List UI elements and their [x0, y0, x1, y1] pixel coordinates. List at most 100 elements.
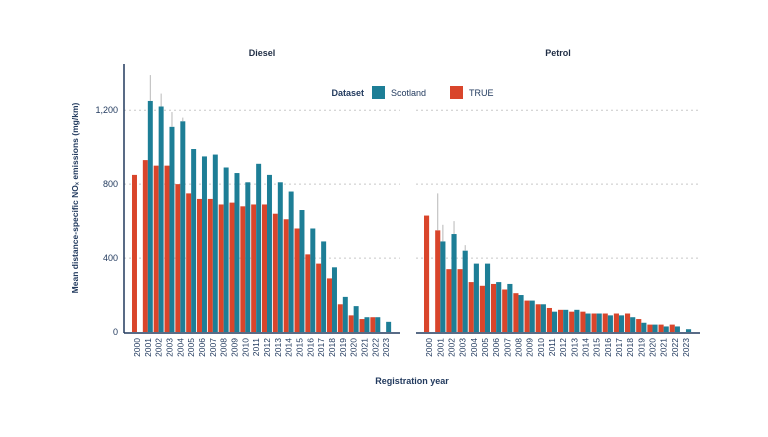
legend-swatch-scotland	[372, 86, 385, 99]
bar-true	[305, 254, 311, 332]
bar-true	[602, 313, 608, 332]
bar-true	[175, 184, 181, 332]
bar-true	[658, 324, 664, 332]
x-tick-label: 2012	[262, 338, 272, 357]
bar-scotland	[331, 267, 337, 332]
x-tick-label: 2006	[491, 338, 501, 357]
bar-true	[207, 198, 213, 332]
x-tick-label: 2002	[154, 338, 164, 357]
bar-true	[132, 174, 137, 332]
bar-scotland	[451, 234, 457, 332]
x-tick-label: 2018	[625, 338, 635, 357]
bar-true	[636, 319, 642, 332]
x-tick-label: 2023	[381, 338, 391, 357]
x-tick-label: 2004	[469, 338, 479, 357]
bar-scotland	[540, 304, 546, 332]
x-tick-label: 2001	[435, 338, 445, 357]
bar-scotland	[342, 296, 348, 332]
panel-title: Petrol	[545, 48, 571, 58]
x-tick-label: 2005	[480, 338, 490, 357]
y-axis-title: Mean distance-specific NOₓ emissions (mg…	[70, 103, 80, 294]
bar-scotland	[674, 326, 680, 332]
bar-scotland	[685, 329, 692, 332]
legend-swatch-true	[450, 86, 463, 99]
x-tick-label: 2011	[251, 338, 261, 357]
x-tick-label: 2007	[502, 338, 512, 357]
x-tick-label: 2006	[197, 338, 207, 357]
bar-scotland	[551, 311, 558, 332]
bar-scotland	[321, 241, 327, 332]
bar-scotland	[180, 121, 186, 332]
x-tick-label: 2019	[338, 338, 348, 357]
bar-true	[558, 309, 564, 332]
x-tick-label: 2010	[536, 338, 546, 357]
bar-true	[142, 160, 148, 332]
bar-true	[240, 206, 246, 332]
bar-scotland	[585, 313, 591, 332]
bar-true	[359, 319, 365, 332]
bar-true	[613, 313, 619, 332]
x-tick-label: 2020	[349, 338, 359, 357]
bar-scotland	[191, 149, 197, 332]
x-tick-label: 2008	[513, 338, 523, 357]
bar-true	[569, 311, 575, 332]
x-tick-label: 2014	[580, 338, 590, 357]
bar-scotland	[386, 321, 392, 332]
x-tick-label: 2013	[569, 338, 579, 357]
x-tick-label: 2013	[273, 338, 283, 357]
x-tick-label: 2007	[208, 338, 218, 357]
bar-scotland	[630, 317, 636, 332]
x-tick-label: 2003	[458, 338, 468, 357]
bar-scotland	[652, 324, 658, 332]
bar-scotland	[529, 300, 535, 332]
x-tick-label: 2000	[424, 338, 434, 357]
bar-true	[446, 269, 452, 332]
bar-scotland	[440, 241, 446, 332]
bar-scotland	[563, 309, 569, 332]
bar-true	[262, 204, 267, 332]
bar-scotland	[310, 228, 316, 332]
bar-true	[457, 269, 463, 332]
x-tick-label: 2019	[636, 338, 646, 357]
bar-scotland	[473, 263, 479, 332]
x-tick-label: 2012	[558, 338, 568, 357]
bar-true	[669, 324, 675, 332]
x-tick-label: 2001	[143, 338, 153, 357]
bar-true	[524, 300, 530, 332]
x-tick-label: 2022	[670, 338, 680, 357]
bar-true	[513, 293, 519, 332]
x-tick-label: 2009	[525, 338, 535, 357]
y-tick-label: 1,200	[95, 105, 118, 115]
bar-scotland	[375, 317, 381, 332]
bar-scotland	[158, 106, 164, 332]
bar-scotland	[607, 315, 613, 332]
bar-true	[337, 304, 343, 332]
x-tick-label: 2015	[294, 338, 304, 357]
bar-true	[580, 311, 586, 332]
bar-true	[316, 263, 322, 332]
bar-scotland	[496, 282, 502, 332]
bar-scotland	[266, 174, 272, 332]
legend-title: Dataset	[331, 88, 364, 98]
x-tick-label: 2023	[681, 338, 691, 357]
bar-true	[468, 282, 474, 332]
bar-true	[491, 283, 497, 332]
legend-label-true: TRUE	[469, 88, 494, 98]
y-tick-label: 800	[103, 179, 118, 189]
bar-true	[502, 289, 508, 332]
bar-true	[535, 304, 541, 332]
bar-scotland	[256, 163, 262, 332]
bar-true	[294, 228, 300, 332]
bar-scotland	[245, 182, 251, 332]
bar-scotland	[574, 309, 580, 332]
bar-true	[283, 219, 289, 332]
bar-true	[327, 278, 332, 332]
x-tick-label: 2015	[592, 338, 602, 357]
x-tick-label: 2014	[284, 338, 294, 357]
bar-true	[251, 204, 257, 332]
x-tick-label: 2021	[659, 338, 669, 357]
bar-true	[229, 202, 235, 332]
bar-scotland	[462, 250, 468, 332]
